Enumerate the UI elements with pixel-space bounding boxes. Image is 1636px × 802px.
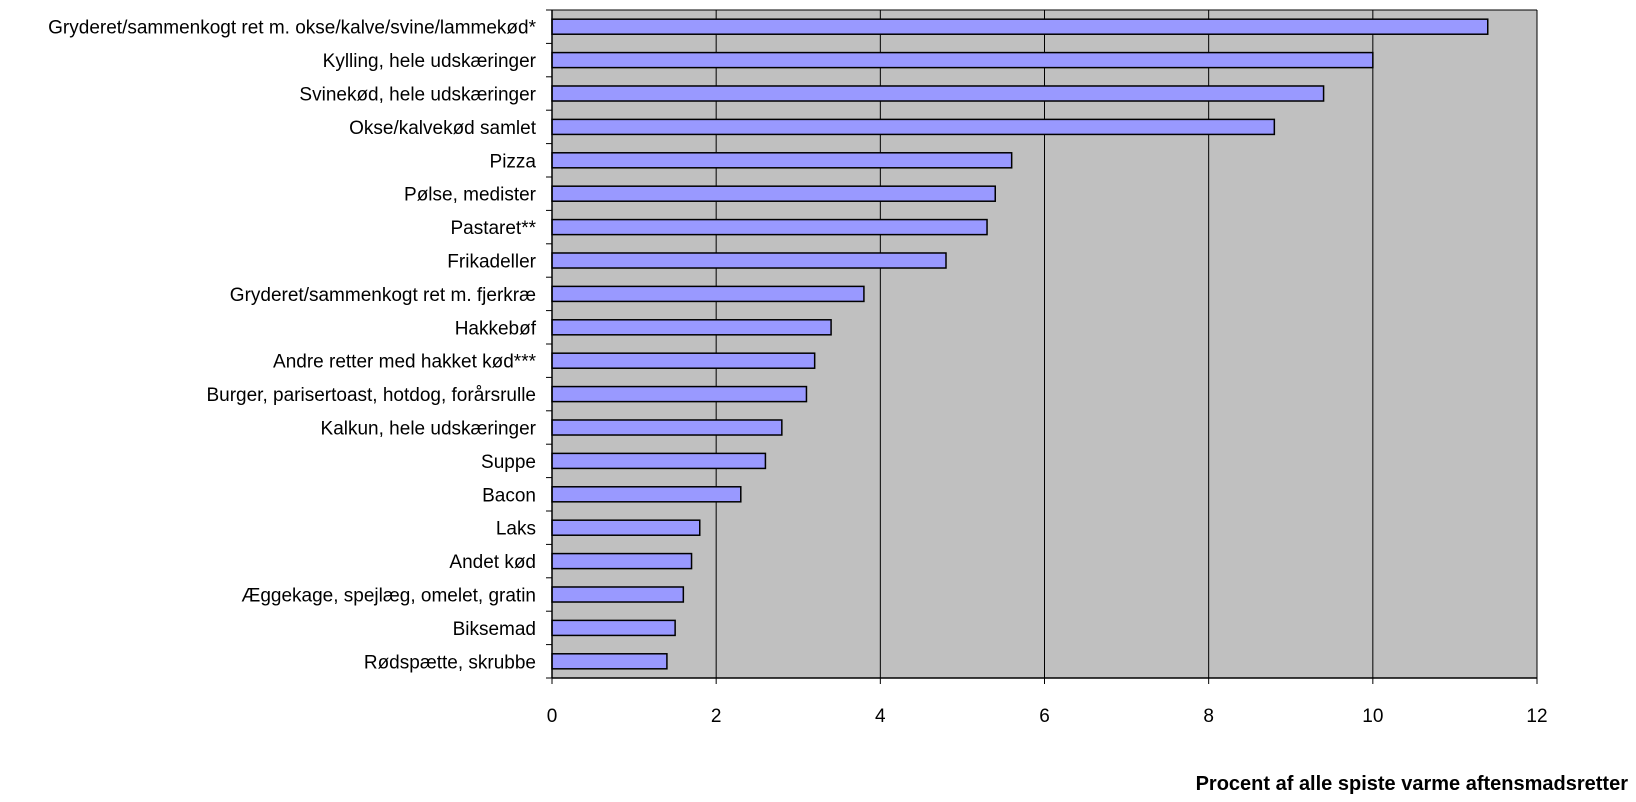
category-label: Frikadeller xyxy=(447,252,536,273)
bar xyxy=(551,552,693,570)
x-tick-label: 8 xyxy=(1203,706,1214,727)
axes xyxy=(546,9,1538,684)
bar xyxy=(551,619,676,637)
bar xyxy=(551,252,947,269)
bar xyxy=(551,51,1374,69)
bar xyxy=(551,152,1013,169)
category-label: Pølse, medister xyxy=(404,185,537,206)
category-label: Andet kød xyxy=(449,552,536,573)
x-tick-labels: 0 2 4 6 8 10 12 xyxy=(547,706,1548,727)
category-label: Svinekød, hele udskæringer xyxy=(299,85,536,106)
category-label: Suppe xyxy=(481,452,536,473)
bar xyxy=(551,185,996,202)
bar xyxy=(551,653,668,670)
x-tick-label: 6 xyxy=(1039,706,1050,727)
bar xyxy=(551,486,742,503)
category-label: Bacon xyxy=(482,485,536,506)
bar xyxy=(551,85,1325,102)
x-axis-title: Procent af alle spiste varme aftensmadsr… xyxy=(1196,773,1629,795)
bar xyxy=(551,18,1489,35)
category-label: Burger, parisertoast, hotdog, forårsrull… xyxy=(206,385,536,406)
category-label: Hakkebøf xyxy=(455,318,537,339)
bar xyxy=(551,118,1276,136)
bar xyxy=(551,218,988,236)
bar xyxy=(551,385,808,403)
x-tick-label: 12 xyxy=(1526,706,1547,727)
bar xyxy=(551,352,816,369)
bar xyxy=(551,419,783,436)
category-label: Laks xyxy=(496,519,536,540)
category-label: Æggekage, spejlæg, omelet, gratin xyxy=(241,586,536,607)
category-label: Andre retter med hakket kød*** xyxy=(273,352,537,373)
bar xyxy=(551,285,865,303)
x-tick-label: 0 xyxy=(547,706,558,727)
category-labels: Gryderet/sammenkogt ret m. okse/kalve/sv… xyxy=(48,18,537,674)
category-label: Kylling, hele udskæringer xyxy=(323,51,537,72)
bar xyxy=(551,586,685,603)
category-label: Okse/kalvekød samlet xyxy=(349,118,537,139)
bars xyxy=(551,18,1489,670)
category-label: Gryderet/sammenkogt ret m. okse/kalve/sv… xyxy=(48,18,536,39)
category-label: Pizza xyxy=(490,151,537,172)
x-tick-label: 2 xyxy=(711,706,722,727)
category-label: Rødspætte, skrubbe xyxy=(364,652,536,673)
category-label: Biksemad xyxy=(453,619,536,640)
x-tick-label: 10 xyxy=(1362,706,1383,727)
bar xyxy=(551,452,767,470)
category-label: Kalkun, hele udskæringer xyxy=(321,419,537,440)
bar xyxy=(551,519,701,536)
category-label: Pastaret** xyxy=(450,218,536,239)
bar xyxy=(551,319,832,336)
x-tick-label: 4 xyxy=(875,706,886,727)
category-label: Gryderet/sammenkogt ret m. fjerkræ xyxy=(230,285,536,306)
